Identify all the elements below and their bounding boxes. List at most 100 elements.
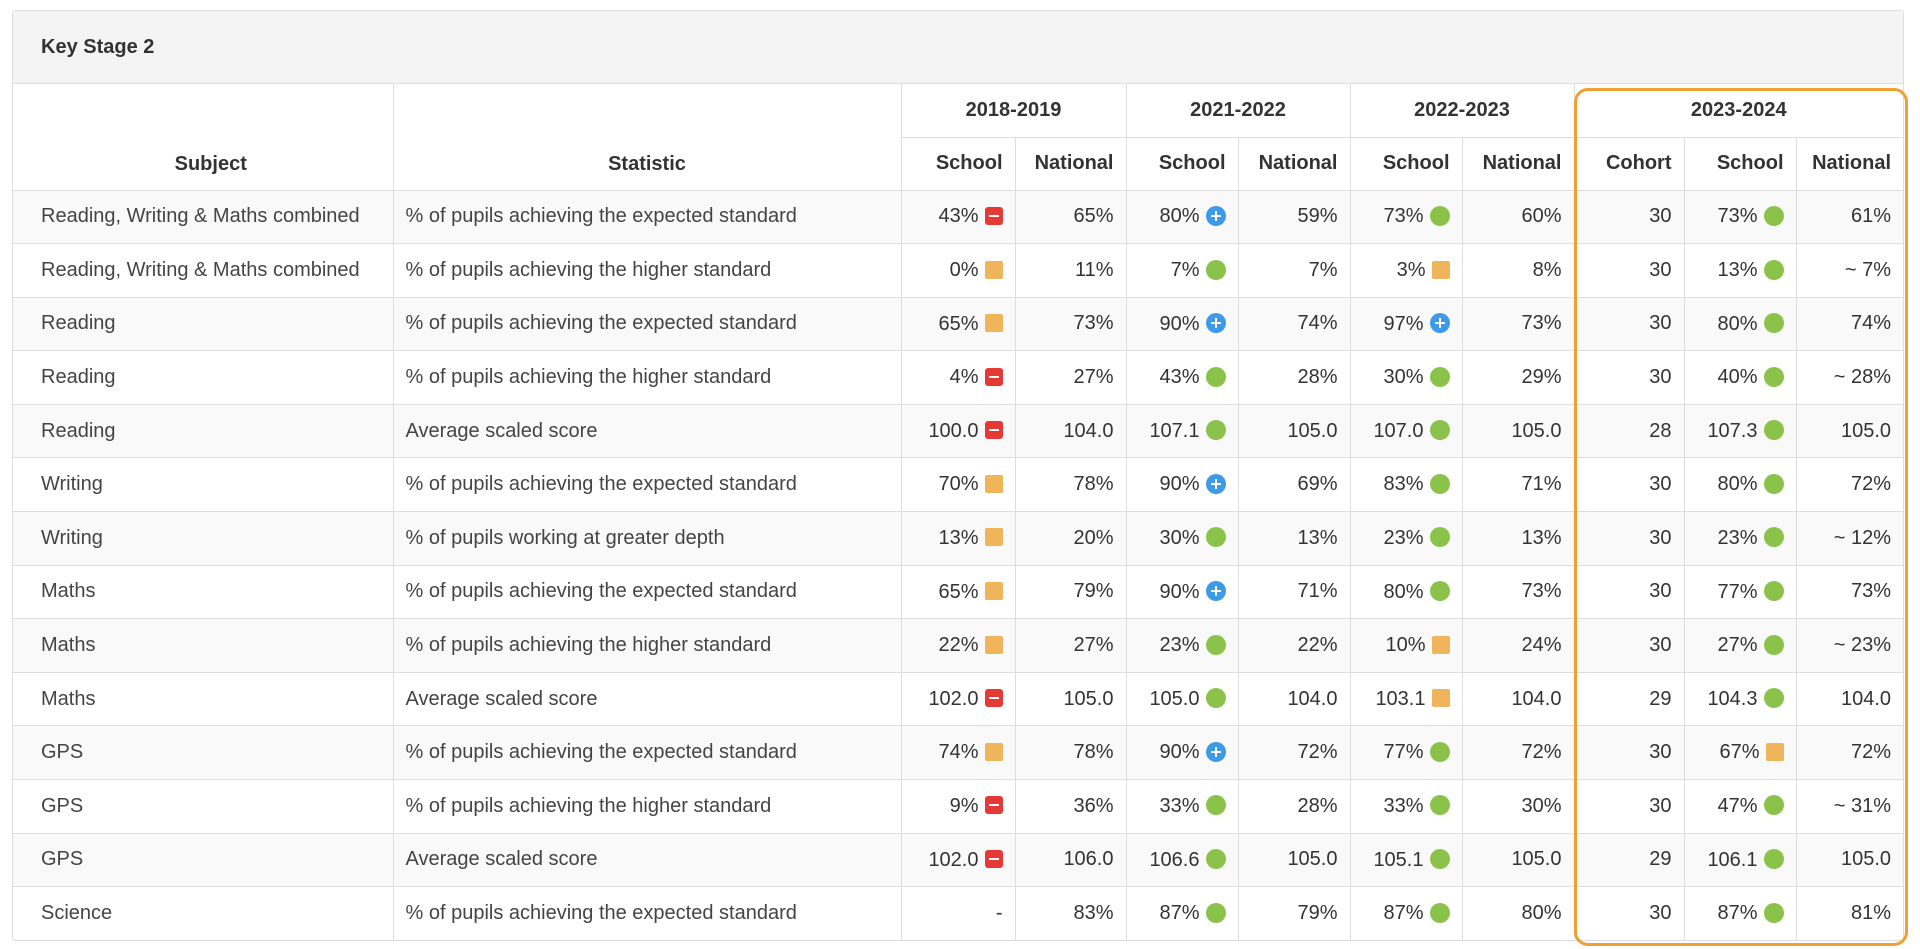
table-row: Science % of pupils achieving the expecte… <box>13 886 1903 941</box>
national-cell: 105.0 <box>1796 833 1904 888</box>
below-indicator-icon <box>984 850 1003 869</box>
national-cell: 8% <box>1462 243 1575 298</box>
school-cell: 65% <box>901 565 1016 620</box>
national-value: 73% <box>1521 312 1562 335</box>
statistic-cell: % of pupils achieving the expected stand… <box>393 725 902 781</box>
national-cell: 72% <box>1796 725 1904 781</box>
national-cell: 80% <box>1462 886 1575 941</box>
national-cell: 59% <box>1238 190 1351 245</box>
school-cell: 80% <box>1126 190 1239 245</box>
school-cell: 102.0 <box>901 672 1016 727</box>
table-row: Reading % of pupils achieving the higher … <box>13 350 1904 405</box>
national-cell: 104.0 <box>1015 404 1127 459</box>
school-cell: 40% <box>1684 350 1797 405</box>
above-indicator-icon <box>1763 205 1784 226</box>
national-value: 72% <box>1850 473 1892 496</box>
national-cell: 71% <box>1238 565 1351 620</box>
school-cell: 90% <box>1126 565 1239 620</box>
school-value: 80% <box>1159 205 1200 228</box>
similar-indicator-icon <box>984 314 1003 333</box>
similar-indicator-icon <box>1765 742 1784 761</box>
cohort-cell: 30 <box>1574 243 1685 298</box>
national-value: 79% <box>1297 902 1338 925</box>
national-value: 13% <box>1297 526 1338 549</box>
school-value: 97% <box>1383 312 1424 335</box>
national-value: 74% <box>1297 312 1338 335</box>
national-value: ~ 31% <box>1833 794 1892 817</box>
school-cell: 87% <box>1126 886 1239 941</box>
national-header: National <box>1238 137 1351 191</box>
school-value: 47% <box>1717 794 1758 817</box>
statistic-cell: % of pupils achieving the expected stand… <box>393 457 902 513</box>
cohort-value: 30 <box>1649 741 1672 764</box>
national-value: 78% <box>1073 741 1114 764</box>
national-cell: 105.0 <box>1462 833 1575 888</box>
national-cell: 13% <box>1238 511 1351 566</box>
statistic-text: % of pupils working at greater depth <box>405 526 725 549</box>
subject-text: Reading, Writing & Maths combined <box>41 205 360 228</box>
school-cell: 30% <box>1350 350 1463 405</box>
national-value: 60% <box>1521 205 1562 228</box>
statistic-cell: % of pupils achieving the expected stand… <box>393 297 902 352</box>
school-cell: 33% <box>1126 779 1239 834</box>
school-cell: 80% <box>1350 565 1463 620</box>
school-value: 102.0 <box>928 687 979 710</box>
national-value: 106.0 <box>1063 848 1114 871</box>
school-cell: 105.0 <box>1126 672 1239 727</box>
above-indicator-icon <box>1763 902 1784 923</box>
statistic-text: % of pupils achieving the higher standar… <box>405 794 772 817</box>
national-value: 71% <box>1297 580 1338 603</box>
statistic-cell: Average scaled score <box>393 404 902 459</box>
school-cell: 100.0 <box>901 404 1016 459</box>
national-value: ~ 12% <box>1833 526 1892 549</box>
statistic-cell: Average scaled score <box>393 672 902 727</box>
table-row: Writing % of pupils achieving the expecte… <box>13 457 1904 513</box>
key-stage-2-panel: Key Stage 2 Subject Statistic 2018-2019 … <box>12 10 1904 942</box>
cohort-value: 30 <box>1649 366 1672 389</box>
national-cell: 105.0 <box>1238 404 1351 459</box>
below-indicator-icon <box>984 689 1003 708</box>
table-row: Reading % of pupils achieving the expecte… <box>13 297 1904 352</box>
table-row: Maths Average scaled score 102.0 105.0 105.0… <box>13 672 1904 727</box>
school-value: 80% <box>1717 473 1758 496</box>
national-cell: 24% <box>1462 618 1575 673</box>
cohort-value: 30 <box>1649 580 1672 603</box>
school-value: 40% <box>1717 366 1758 389</box>
national-cell: 22% <box>1238 618 1351 673</box>
cohort-header: Cohort <box>1574 137 1685 191</box>
cohort-cell: 30 <box>1574 457 1685 513</box>
national-cell: 105.0 <box>1015 672 1127 727</box>
school-value: 0% <box>949 259 979 281</box>
statistic-text: Average scaled score <box>405 419 598 442</box>
above-indicator-icon <box>1763 420 1784 441</box>
above-indicator-icon <box>1205 634 1226 655</box>
national-value: 61% <box>1850 205 1892 228</box>
school-value: 65% <box>938 312 979 335</box>
similar-indicator-icon <box>984 260 1003 279</box>
national-cell: 27% <box>1015 618 1127 673</box>
school-value: 80% <box>1717 312 1758 335</box>
school-value: 77% <box>1383 741 1424 764</box>
subject-text: GPS <box>41 741 84 764</box>
school-value: 90% <box>1159 312 1200 335</box>
school-value: 77% <box>1717 580 1758 603</box>
statistic-text: % of pupils achieving the expected stand… <box>405 473 797 496</box>
above-indicator-icon <box>1429 849 1450 870</box>
school-cell: 74% <box>901 725 1016 781</box>
cohort-value: 29 <box>1649 687 1672 710</box>
school-value: 100.0 <box>928 419 979 442</box>
subject-cell: Writing <box>13 457 394 513</box>
well-above-indicator-icon <box>1205 313 1226 334</box>
statistic-text: % of pupils achieving the expected stand… <box>405 580 797 603</box>
school-value: 74% <box>938 741 979 764</box>
cohort-value: 30 <box>1649 902 1672 925</box>
statistic-text: % of pupils achieving the higher standar… <box>405 366 772 389</box>
national-cell: ~ 23% <box>1796 618 1904 673</box>
national-value: 65% <box>1073 205 1114 228</box>
national-value: 8% <box>1532 258 1562 281</box>
school-cell: 0% <box>901 243 1016 298</box>
national-value: 105.0 <box>1287 419 1338 442</box>
above-indicator-icon <box>1205 688 1226 709</box>
cohort-value: 28 <box>1649 419 1672 442</box>
school-cell: 10% <box>1350 618 1463 673</box>
